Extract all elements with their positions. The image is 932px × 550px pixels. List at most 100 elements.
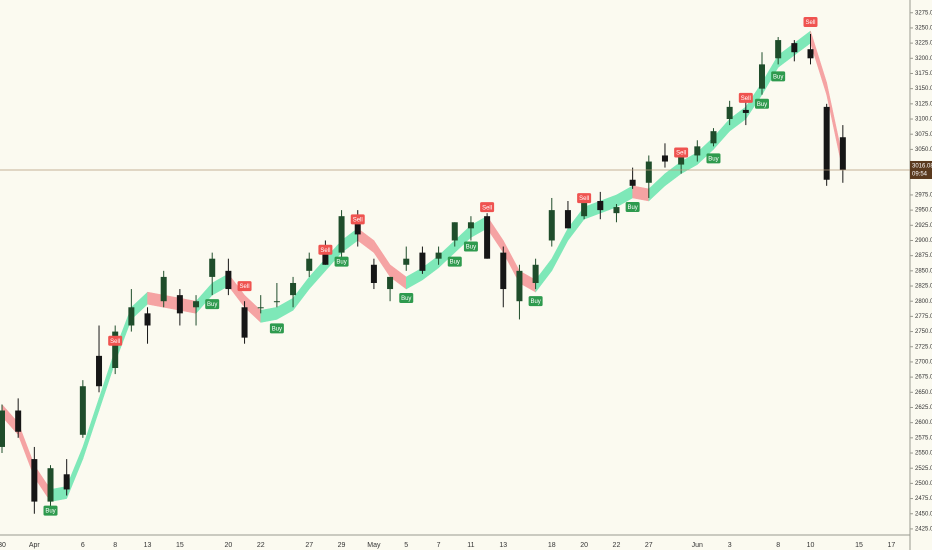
y-tick-label: 3200.00 (915, 56, 932, 62)
candle-body (548, 210, 555, 241)
x-tick-label: 22 (257, 542, 265, 549)
candle-body (47, 468, 54, 502)
candle-body (193, 301, 200, 308)
signal-label: Sell (110, 339, 120, 345)
y-tick-label: 2550.00 (915, 451, 932, 457)
x-tick-label: 17 (887, 542, 895, 549)
x-tick-label: 8 (776, 542, 780, 549)
x-tick-label: Apr (29, 542, 41, 549)
signal-badge (334, 256, 349, 267)
signal-label: Buy (757, 102, 767, 108)
y-tick-label: 2575.00 (915, 435, 932, 441)
candle-body (678, 152, 685, 165)
candle-body (96, 355, 103, 387)
y-tick-label: 3075.00 (915, 132, 932, 138)
candle-body (0, 410, 5, 447)
signal-label: Sell (579, 196, 589, 202)
signal-badge (205, 299, 220, 310)
x-tick-label: 15 (855, 542, 863, 549)
x-tick-label: 27 (305, 542, 313, 549)
candle-body (645, 161, 652, 183)
signal-label: Buy (708, 156, 718, 162)
y-tick-label: 2975.00 (915, 193, 932, 199)
x-tick-label: 7 (437, 542, 441, 549)
signal-badge (43, 505, 58, 516)
candle-body (742, 109, 749, 113)
x-tick-label: 20 (580, 542, 588, 549)
signal-label: Buy (627, 205, 637, 211)
x-tick-label: 10 (807, 542, 815, 549)
candle-body (15, 410, 22, 432)
candle-body (775, 40, 782, 59)
candle-body (419, 252, 426, 271)
candle-body (823, 106, 830, 180)
candle-body (160, 276, 167, 302)
candle-body (484, 216, 491, 259)
signal-badge (528, 296, 543, 307)
price-label: 3016.08 (912, 164, 932, 170)
candle-body (435, 252, 442, 259)
candle-body (467, 222, 474, 229)
signal-badge (803, 16, 818, 27)
y-tick-label: 3275.00 (915, 10, 932, 16)
candle-body (144, 313, 151, 326)
y-tick-label: 2700.00 (915, 360, 932, 366)
candle-body (403, 258, 410, 265)
candle-body (726, 106, 733, 120)
x-tick-label: 27 (645, 542, 653, 549)
candle-body (290, 282, 297, 296)
signal-label: Sell (240, 284, 250, 290)
candle-body (661, 155, 668, 162)
signal-badge (754, 98, 769, 109)
candle-body (63, 474, 70, 490)
candle-body (338, 216, 345, 253)
y-tick-label: 2650.00 (915, 390, 932, 396)
y-tick-label: 2600.00 (915, 420, 932, 426)
signal-label: Sell (741, 96, 751, 102)
x-tick-label: 29 (338, 542, 346, 549)
signal-label: Buy (272, 326, 282, 332)
y-tick-label: 2850.00 (915, 268, 932, 274)
x-tick-label: 13 (499, 542, 507, 549)
signal-badge (350, 214, 365, 225)
signal-label: Buy (207, 302, 217, 308)
candle-body (451, 222, 458, 241)
candle-body (112, 331, 119, 369)
signal-badge (463, 241, 478, 252)
x-tick-label: 11 (467, 542, 474, 549)
signal-badge (625, 201, 640, 212)
candle-body (758, 64, 765, 89)
y-tick-label: 2500.00 (915, 481, 932, 487)
y-tick-label: 3175.00 (915, 71, 932, 77)
y-tick-label: 2875.00 (915, 253, 932, 259)
candle-body (597, 201, 604, 211)
signal-badge (771, 71, 786, 82)
signal-label: Sell (353, 217, 363, 223)
x-tick-label: 18 (548, 542, 556, 549)
y-tick-label: 3150.00 (915, 86, 932, 92)
x-tick-label: 20 (224, 542, 232, 549)
signal-label: Sell (805, 20, 815, 26)
y-tick-label: 2900.00 (915, 238, 932, 244)
y-tick-label: 3100.00 (915, 117, 932, 123)
signal-label: Sell (482, 205, 492, 211)
candle-body (354, 222, 361, 235)
candle-body (791, 43, 798, 53)
y-tick-label: 2950.00 (915, 208, 932, 214)
y-tick-label: 2625.00 (915, 405, 932, 411)
y-tick-label: 3050.00 (915, 147, 932, 153)
y-tick-label: 2825.00 (915, 284, 932, 290)
candle-body (306, 258, 313, 271)
candle-body (387, 276, 394, 290)
candle-body (613, 207, 620, 214)
candle-body (241, 307, 248, 338)
x-tick-label: 6 (81, 542, 85, 549)
signal-badge (674, 147, 689, 158)
y-tick-label: 2525.00 (915, 466, 932, 472)
candle-body (694, 146, 701, 156)
signal-label: Buy (466, 245, 476, 251)
signal-badge (269, 323, 284, 334)
